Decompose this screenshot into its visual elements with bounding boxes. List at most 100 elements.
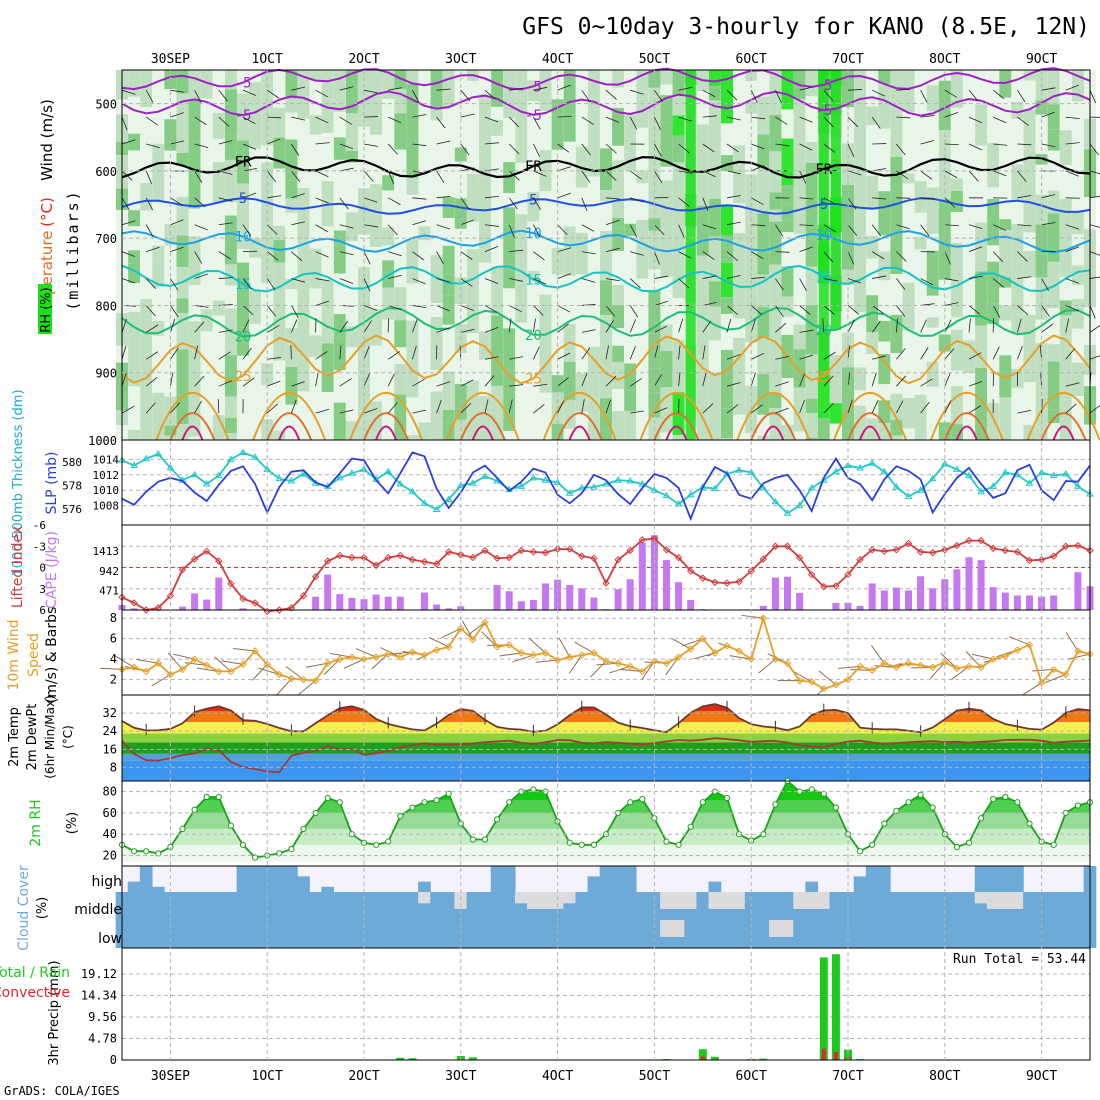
isotherm-label: 5 xyxy=(820,197,828,213)
cloud-low-bar xyxy=(962,920,976,948)
rh-cell xyxy=(842,107,854,144)
wind-barb xyxy=(871,224,882,237)
cape-bar xyxy=(505,591,513,610)
wind-barb xyxy=(799,224,814,227)
rh-cell xyxy=(128,210,141,227)
precip-ytick: 19.12 xyxy=(81,967,117,981)
wind-speed-point xyxy=(832,681,840,689)
rh-cell xyxy=(406,104,419,141)
cape-bar xyxy=(796,592,804,610)
isotherm-label: FR xyxy=(235,154,252,170)
rh-cell xyxy=(708,340,721,373)
rh-cell xyxy=(660,229,673,277)
wind-barb xyxy=(823,116,834,128)
rh-cell xyxy=(938,422,951,440)
rh-cell xyxy=(1011,388,1024,439)
cloud-middle-bar xyxy=(708,908,722,920)
wind-barb xyxy=(363,373,371,387)
rh-cell xyxy=(309,357,322,368)
x-tick-label-top: 7OCT xyxy=(832,52,863,67)
cloud-low-bar xyxy=(430,920,443,948)
wind-barb xyxy=(581,329,596,333)
rh-cell xyxy=(454,116,467,148)
thickness-point xyxy=(1037,468,1046,475)
cape-bar xyxy=(529,600,537,610)
cloud-row-middle: middle xyxy=(74,902,122,918)
wind-barb xyxy=(581,170,591,183)
wind-barb xyxy=(726,318,732,333)
wind-barb xyxy=(363,224,378,228)
rh-cell xyxy=(321,226,334,265)
thickness-point xyxy=(335,473,344,481)
cloud-gap xyxy=(805,892,819,909)
cloud-low-bar xyxy=(176,920,189,948)
rh-cell xyxy=(624,136,637,171)
cloud-middle-bar xyxy=(539,908,552,920)
wind-barb xyxy=(654,116,661,130)
wind-barb xyxy=(145,197,154,211)
cloud-low-bar xyxy=(1059,920,1073,948)
cloud-low-bar xyxy=(587,920,601,948)
cloud-gap xyxy=(660,892,673,909)
wind-barb xyxy=(1089,195,1100,199)
surface-wind-barb xyxy=(461,620,474,640)
wind-barb xyxy=(460,379,474,387)
cloud-middle-bar xyxy=(986,908,1000,920)
wind-speed-point xyxy=(686,645,695,653)
lifted-index-point xyxy=(578,552,586,560)
rh-cell xyxy=(273,182,286,196)
li-ytick: -3 xyxy=(33,540,46,553)
rh-cell xyxy=(466,425,479,440)
rh-cell xyxy=(309,335,322,358)
rh-cell xyxy=(1047,361,1060,410)
cloud-middle-bar xyxy=(817,908,831,920)
cloud-low-bar xyxy=(853,920,867,948)
wind-barb xyxy=(170,246,184,253)
wind-barb xyxy=(557,143,570,153)
wind-barb xyxy=(170,278,179,291)
cloud-middle-bar xyxy=(890,892,903,920)
rh-cell xyxy=(587,429,600,440)
wind-barb xyxy=(557,247,572,253)
wind-barb xyxy=(388,116,402,124)
surface-wind-barb xyxy=(251,663,268,681)
rh-cell xyxy=(237,429,249,440)
rh-cell xyxy=(672,188,685,213)
wind-ylabel-b: Speed xyxy=(26,633,42,677)
rh-cell xyxy=(321,411,334,440)
rh-cell xyxy=(721,84,733,124)
surface-wind-barb xyxy=(428,636,449,648)
wind-ytick: 2 xyxy=(110,673,117,687)
lifted-index-point xyxy=(565,545,574,553)
wind-barb xyxy=(920,319,927,333)
wind-barb xyxy=(823,251,834,263)
precip-ylabels: 3hr Precip (mm) Total / Rain Convective … xyxy=(0,952,1086,1066)
surface-wind-barb xyxy=(1008,636,1030,646)
rh-cell xyxy=(249,391,262,427)
warm-contour xyxy=(955,425,978,441)
rh-cell xyxy=(1071,413,1084,440)
cape-bar xyxy=(445,608,453,610)
rh-cell xyxy=(212,202,225,249)
cloud-middle-bar xyxy=(188,892,201,920)
wind-barb xyxy=(678,86,693,91)
wind-barb xyxy=(581,399,585,414)
rh-cell xyxy=(587,70,600,99)
rh-cell xyxy=(237,287,249,328)
surface-wind-barb xyxy=(850,669,873,671)
slp-ytick: 1008 xyxy=(93,500,120,513)
rh-cell xyxy=(854,390,867,406)
wind-speed-point xyxy=(287,674,296,683)
wind-barb xyxy=(678,372,681,387)
rh-cell xyxy=(987,324,1000,367)
rh-cell xyxy=(466,173,479,222)
cloud-high-bar xyxy=(877,866,891,892)
wind-speed-point xyxy=(299,675,308,684)
surface-wind-barb xyxy=(214,656,232,672)
wind-barb xyxy=(557,323,569,333)
lifted-index-point xyxy=(1001,546,1010,555)
rh-cell xyxy=(345,113,358,151)
rh-cell xyxy=(200,272,213,290)
